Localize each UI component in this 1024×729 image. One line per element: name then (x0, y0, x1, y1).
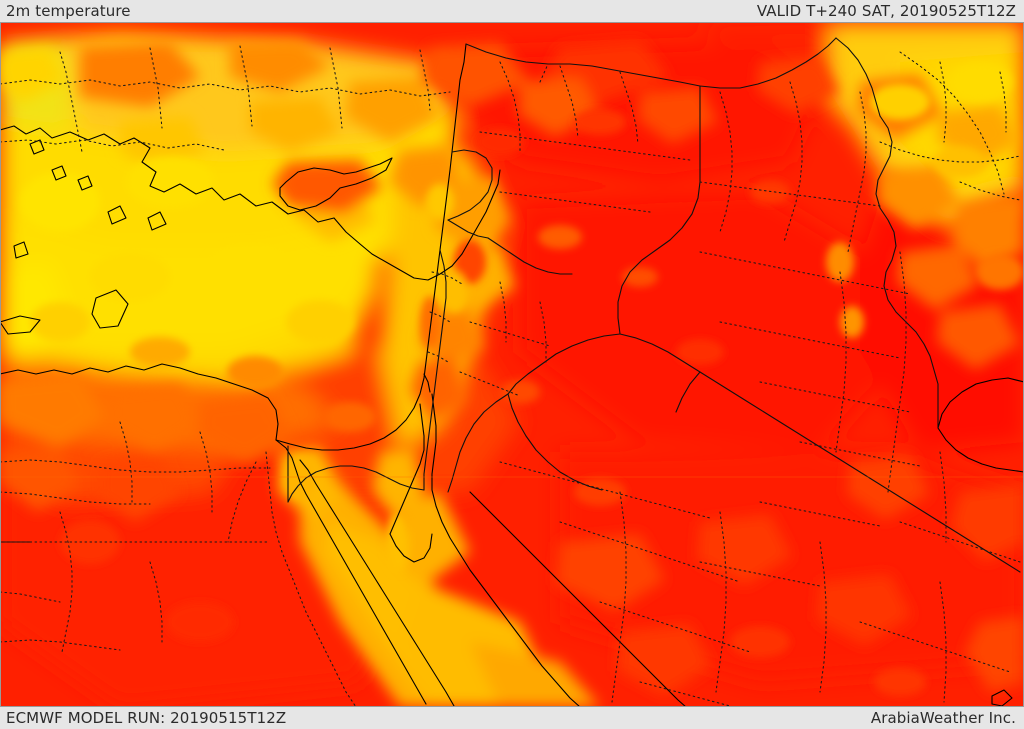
header-bar: 2m temperature VALID T+240 SAT, 20190525… (0, 0, 1024, 22)
valid-time-label: VALID T+240 SAT, 20190525T12Z (756, 2, 1016, 20)
footer-bar: ECMWF MODEL RUN: 20190515T12Z ArabiaWeat… (0, 707, 1024, 729)
model-run-label: ECMWF MODEL RUN: 20190515T12Z (6, 709, 287, 727)
national-borders (0, 37, 1021, 573)
page-title: 2m temperature (6, 2, 131, 20)
temperature-field-svg (0, 22, 1024, 707)
temperature-bands (0, 22, 1024, 707)
temperature-map[interactable] (0, 22, 1024, 707)
attribution-label: ArabiaWeather Inc. (870, 709, 1016, 727)
admin-boundaries (0, 45, 1021, 707)
